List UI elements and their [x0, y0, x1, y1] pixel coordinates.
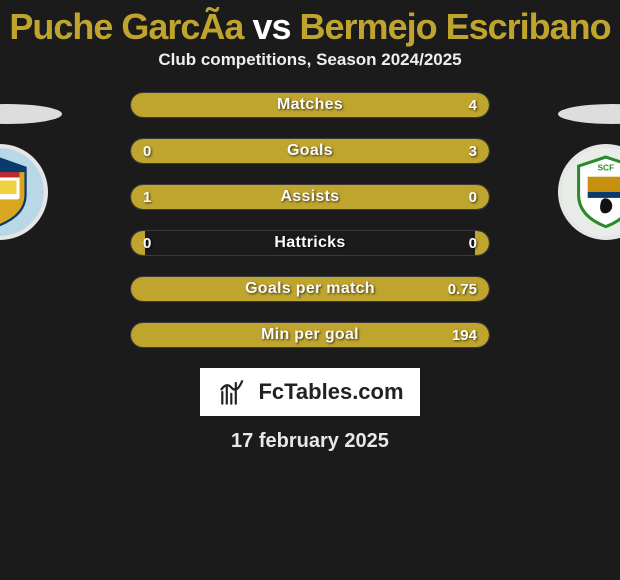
svg-text:SCF: SCF — [598, 163, 615, 173]
club-crest-left-icon — [0, 154, 38, 230]
stat-row: 194Min per goal — [130, 322, 490, 348]
left-player-column — [0, 104, 62, 240]
player-left-name: Puche GarcÃ­a — [9, 6, 243, 47]
stat-row: 03Goals — [130, 138, 490, 164]
stat-rows: 4Matches 03Goals 10Assists 00Hattricks 0.75G… — [130, 92, 490, 348]
club-crest-right: SCF — [558, 144, 620, 240]
right-player-column: SCF — [558, 104, 620, 240]
country-flag-right — [558, 104, 620, 124]
stat-label: Goals — [131, 139, 489, 163]
stat-label: Matches — [131, 93, 489, 117]
club-crest-right-icon: SCF — [568, 154, 620, 230]
stat-row: 4Matches — [130, 92, 490, 118]
stat-label: Min per goal — [131, 323, 489, 347]
stat-row: 00Hattricks — [130, 230, 490, 256]
club-crest-left — [0, 144, 48, 240]
stat-label: Hattricks — [131, 231, 489, 255]
vs-word: vs — [252, 6, 290, 47]
stat-row: 10Assists — [130, 184, 490, 210]
fctables-logo-icon — [216, 374, 252, 410]
fctables-logo-box: FcTables.com — [200, 368, 420, 416]
fctables-logo-text: FcTables.com — [258, 379, 403, 405]
comparison-subtitle: Club competitions, Season 2024/2025 — [0, 50, 620, 92]
comparison-title: Puche GarcÃ­a vs Bermejo Escribano — [0, 0, 620, 50]
stat-label: Assists — [131, 185, 489, 209]
player-right-name: Bermejo Escribano — [300, 6, 611, 47]
stat-label: Goals per match — [131, 277, 489, 301]
comparison-body: SCF 4Matches 03Goals 10Assists 00Hattricks 0… — [0, 92, 620, 453]
stat-row: 0.75Goals per match — [130, 276, 490, 302]
comparison-date: 17 february 2025 — [0, 430, 620, 453]
country-flag-left — [0, 104, 62, 124]
